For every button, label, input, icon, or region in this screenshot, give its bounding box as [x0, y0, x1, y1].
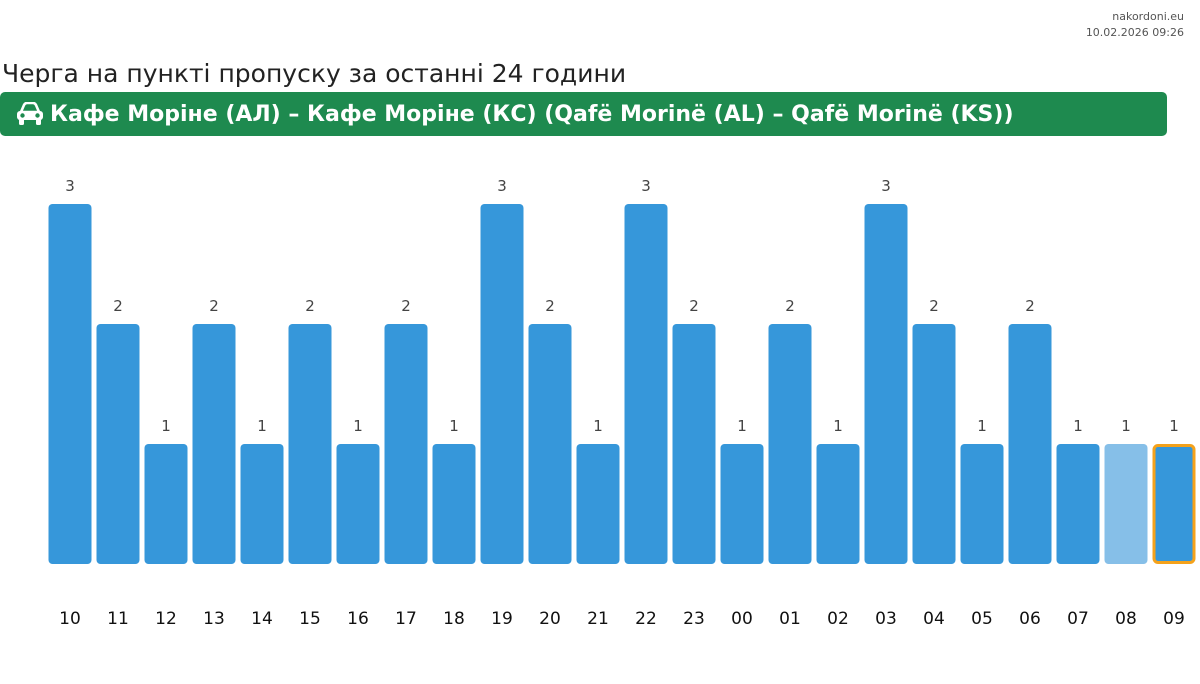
- bar-15: [288, 324, 332, 564]
- x-tick-label: 04: [923, 609, 945, 629]
- x-tick-label: 00: [731, 609, 753, 629]
- bar-05: [960, 444, 1004, 564]
- page-title: Черга на пункті пропуску за останні 24 г…: [2, 59, 627, 88]
- bar-value-label: 3: [65, 177, 75, 195]
- x-tick-label: 09: [1163, 609, 1185, 629]
- x-tick-label: 18: [443, 609, 465, 629]
- x-tick-label: 02: [827, 609, 849, 629]
- x-tick-label: 12: [155, 609, 177, 629]
- x-tick-label: 16: [347, 609, 369, 629]
- bar-18: [432, 444, 476, 564]
- x-tick-label: 05: [971, 609, 993, 629]
- x-tick-label: 21: [587, 609, 609, 629]
- bar-value-label: 2: [929, 297, 939, 315]
- bar-12: [144, 444, 188, 564]
- bar-value-label: 3: [641, 177, 651, 195]
- bar-value-label: 1: [353, 417, 363, 435]
- bar-10: [48, 204, 92, 564]
- x-tick-label: 14: [251, 609, 273, 629]
- bar-20: [528, 324, 572, 564]
- bar-value-label: 2: [689, 297, 699, 315]
- bar-value-label: 2: [209, 297, 219, 315]
- route-banner: Кафе Моріне (АЛ) – Кафе Моріне (КС) (Qaf…: [0, 92, 1167, 136]
- bar-14: [240, 444, 284, 564]
- x-tick-label: 15: [299, 609, 321, 629]
- bar-06: [1008, 324, 1052, 564]
- car-icon: [16, 102, 44, 126]
- bar-value-label: 2: [545, 297, 555, 315]
- bar-11: [96, 324, 140, 564]
- x-tick-label: 23: [683, 609, 705, 629]
- bar-21: [576, 444, 620, 564]
- x-tick-label: 01: [779, 609, 801, 629]
- x-tick-label: 10: [59, 609, 81, 629]
- x-tick-label: 20: [539, 609, 561, 629]
- bar-value-label: 1: [833, 417, 843, 435]
- bar-00: [720, 444, 764, 564]
- queue-bar-chart: 3102111122131142151162171183192201213222…: [48, 177, 1196, 629]
- bar-value-label: 3: [881, 177, 891, 195]
- bar-value-label: 2: [1025, 297, 1035, 315]
- bar-value-label: 1: [977, 417, 987, 435]
- bar-22: [624, 204, 668, 564]
- meta-info: nakordoni.eu 10.02.2026 09:26: [1086, 9, 1184, 41]
- bar-value-label: 1: [737, 417, 747, 435]
- bar-08: [1104, 444, 1148, 564]
- bar-value-label: 1: [1121, 417, 1131, 435]
- x-tick-label: 22: [635, 609, 657, 629]
- x-tick-label: 06: [1019, 609, 1041, 629]
- bar-13: [192, 324, 236, 564]
- bar-16: [336, 444, 380, 564]
- bar-value-label: 3: [497, 177, 507, 195]
- bar-value-label: 1: [257, 417, 267, 435]
- route-label: Кафе Моріне (АЛ) – Кафе Моріне (КС) (Qaf…: [50, 101, 1014, 127]
- x-tick-label: 13: [203, 609, 225, 629]
- bar-19: [480, 204, 524, 564]
- bar-value-label: 1: [449, 417, 459, 435]
- bar-value-label: 2: [305, 297, 315, 315]
- site-name: nakordoni.eu: [1112, 10, 1184, 23]
- bar-value-label: 1: [161, 417, 171, 435]
- bar-value-label: 1: [593, 417, 603, 435]
- bar-value-label: 2: [401, 297, 411, 315]
- bar-07: [1056, 444, 1100, 564]
- bar-value-label: 1: [1169, 417, 1179, 435]
- bar-09: [1152, 444, 1196, 564]
- bar-17: [384, 324, 428, 564]
- x-tick-label: 11: [107, 609, 129, 629]
- bar-01: [768, 324, 812, 564]
- x-tick-label: 03: [875, 609, 897, 629]
- bar-value-label: 2: [785, 297, 795, 315]
- x-tick-label: 07: [1067, 609, 1089, 629]
- x-tick-label: 19: [491, 609, 513, 629]
- bar-23: [672, 324, 716, 564]
- bar-value-label: 2: [113, 297, 123, 315]
- bar-04: [912, 324, 956, 564]
- timestamp: 10.02.2026 09:26: [1085, 26, 1184, 39]
- bar-03: [864, 204, 908, 564]
- bar-value-label: 1: [1073, 417, 1083, 435]
- x-tick-label: 17: [395, 609, 417, 629]
- bar-02: [816, 444, 860, 564]
- x-tick-label: 08: [1115, 609, 1137, 629]
